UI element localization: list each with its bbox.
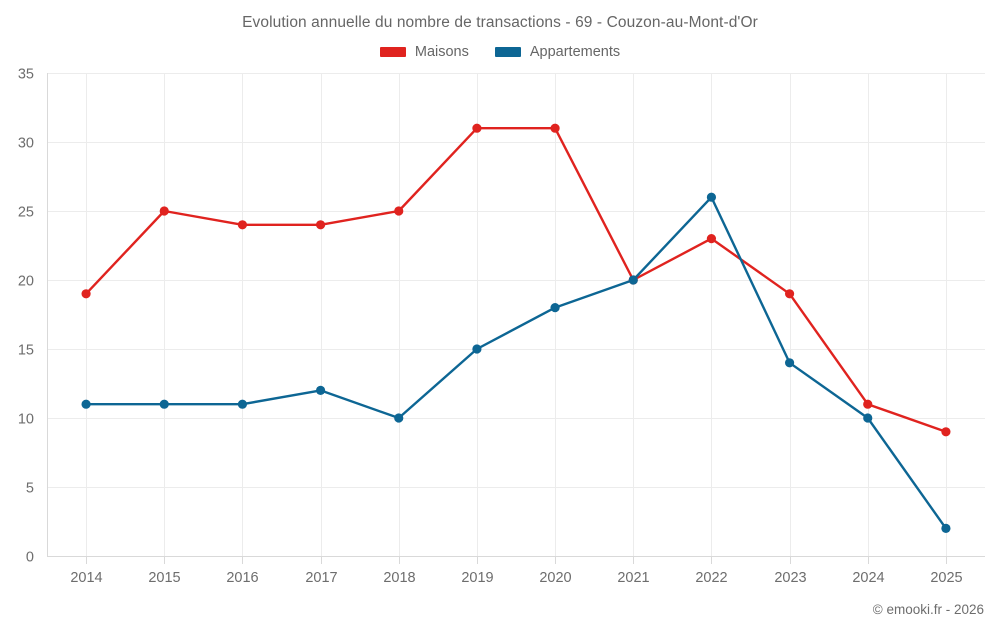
y-tick-label: 30 [18, 136, 34, 152]
y-tick-label: 5 [26, 481, 34, 497]
data-point-appartements-2023[interactable]: Appartements 2023: 14 [784, 358, 795, 368]
y-tick-label: 20 [18, 274, 34, 290]
x-tick-label: 2019 [461, 570, 493, 586]
data-point-maisons-2025[interactable]: Maisons 2025: 9 [941, 427, 951, 437]
legend-item-maisons[interactable]: Maisons [379, 44, 469, 60]
series-line-appartements [84, 195, 948, 530]
data-point-maisons-2018[interactable]: Maisons 2018: 25 [394, 206, 404, 216]
x-tick-label: 2014 [70, 570, 102, 586]
data-point-appartements-2017[interactable]: Appartements 2017: 12 [315, 385, 326, 395]
data-point-appartements-2016[interactable]: Appartements 2016: 11 [237, 399, 248, 409]
data-point-maisons-2022[interactable]: Maisons 2022: 23 [706, 234, 717, 244]
data-point-appartements-2022[interactable]: Appartements 2022: 26 [706, 192, 717, 202]
y-tick-label: 15 [18, 343, 34, 359]
line-swatch-icon [379, 47, 406, 57]
data-point-maisons-2019[interactable]: Maisons 2019: 31 [472, 123, 482, 133]
x-tick-label: 2016 [226, 570, 258, 586]
x-tick-label: 2021 [617, 570, 649, 586]
legend-item-appartements[interactable]: Appartements [494, 44, 621, 60]
data-point-appartements-2021[interactable]: Appartements 2021: 20 [628, 275, 638, 285]
data-point-maisons-2014[interactable]: Maisons 2014: 19 [81, 289, 91, 299]
x-tick-label: 2024 [852, 570, 884, 586]
data-point-appartements-2025[interactable]: Appartements 2025: 2 [941, 523, 951, 534]
legend-label-maisons: Maisons [414, 44, 469, 60]
footer-credit: © emooki.fr - 2026 [872, 602, 984, 617]
data-point-appartements-2014[interactable]: Appartements 2014: 11 [81, 399, 91, 409]
x-tick-label: 2017 [305, 570, 337, 586]
data-point-maisons-2020[interactable]: Maisons 2020: 31 [550, 123, 560, 133]
data-point-appartements-2024[interactable]: Appartements 2024: 10 [863, 413, 873, 423]
x-tick-label: 2015 [148, 570, 180, 586]
x-tick-label: 2023 [774, 570, 806, 586]
data-point-appartements-2018[interactable]: Appartements 2018: 10 [394, 413, 404, 423]
x-tick-label: 2020 [539, 570, 571, 586]
data-point-maisons-2017[interactable]: Maisons 2017: 24 [315, 220, 326, 230]
chart-legend: Maisons Appartements [0, 44, 1000, 60]
data-point-appartements-2019[interactable]: Appartements 2019: 15 [472, 344, 482, 354]
series-line-maisons [84, 126, 948, 433]
x-tick-label: 2025 [930, 570, 962, 586]
legend-label-appartements: Appartements [529, 44, 621, 60]
chart-title: Evolution annuelle du nombre de transact… [242, 14, 758, 31]
x-tick-label: 2018 [383, 570, 415, 586]
x-tick-label: 2022 [695, 570, 727, 586]
data-point-appartements-2020[interactable]: Appartements 2020: 18 [550, 303, 560, 313]
y-tick-label: 0 [26, 550, 34, 566]
data-point-maisons-2016[interactable]: Maisons 2016: 24 [237, 220, 248, 230]
data-point-maisons-2024[interactable]: Maisons 2024: 11 [863, 399, 873, 409]
y-tick-label: 25 [18, 205, 34, 221]
data-point-maisons-2023[interactable]: Maisons 2023: 19 [784, 289, 795, 299]
line-swatch-icon [494, 47, 521, 57]
y-tick-label: 35 [18, 67, 34, 83]
data-point-appartements-2015[interactable]: Appartements 2015: 11 [159, 399, 169, 409]
y-tick-label: 10 [18, 412, 34, 428]
data-point-maisons-2015[interactable]: Maisons 2015: 25 [159, 206, 169, 216]
